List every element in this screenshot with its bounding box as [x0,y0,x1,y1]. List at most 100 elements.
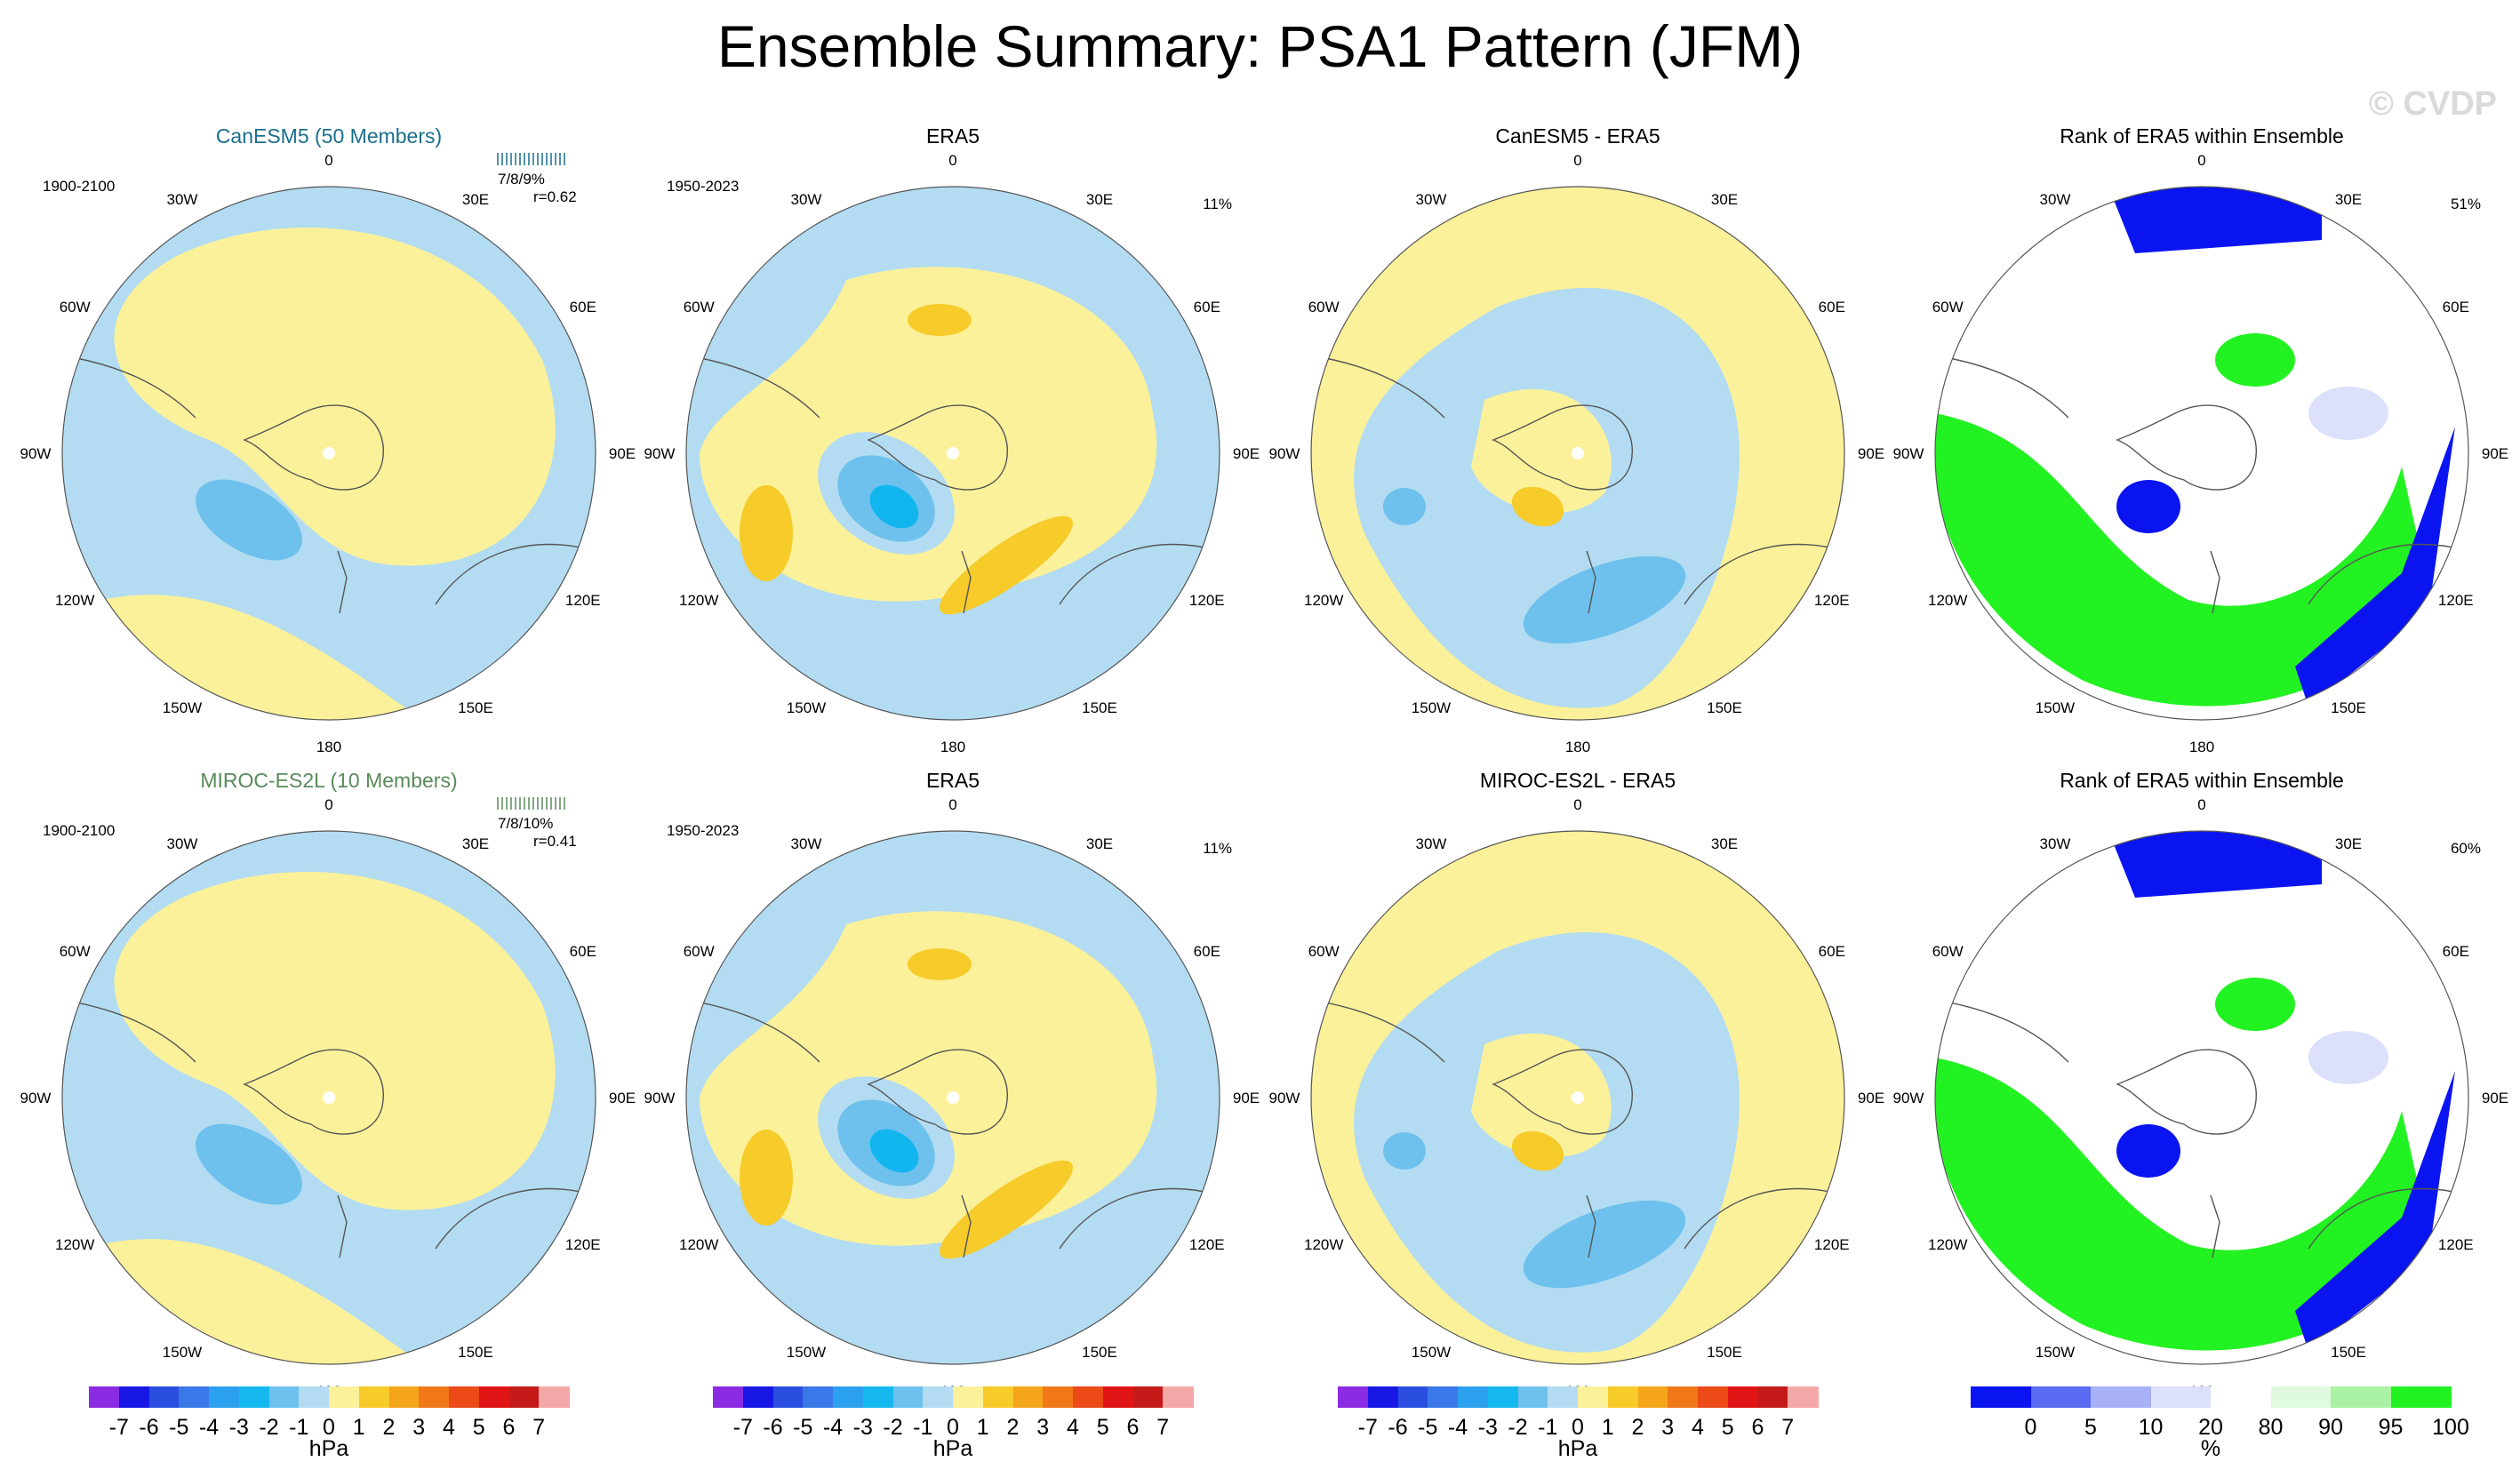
colorbar-tick-label: 0 [2024,1415,2037,1440]
colorbar-cell [1367,1386,1398,1408]
colorbar-tick-label: 7 [1156,1415,1170,1440]
south-america-coastline [686,999,820,1063]
colorbar-tick-label: 5 [1721,1415,1734,1440]
colorbar-cell [209,1386,240,1408]
longitude-label: 60E [570,299,596,316]
colorbar-cell [2030,1386,2092,1408]
longitude-label: 90W [1893,1090,1924,1107]
australia-coastline [1059,543,1220,605]
panel-title: Rank of ERA5 within Ensemble [2060,769,2344,792]
longitude-label: 150E [458,1344,493,1361]
longitude-label: 120W [679,592,718,609]
colorbar-cell [2211,1386,2271,1408]
south-america-coastline [62,355,196,419]
field-region [908,304,972,336]
period-label: 1900-2100 [43,178,116,195]
colorbar-tick-label: -2 [259,1415,279,1440]
field-region [2108,187,2322,253]
field-region [114,872,556,1210]
colorbar-cell [2150,1386,2212,1408]
longitude-label: 150W [787,699,826,716]
map-border [61,830,596,1365]
panel-title: ERA5 [925,124,980,148]
longitude-label: 60W [1308,943,1340,960]
colorbar-cell [1338,1386,1369,1408]
panel-diff-row2: 030E60E90E120E150E180150W120W90W60W30WMI… [1267,769,1889,1426]
colorbar-cell [1517,1386,1548,1408]
colorbar-cell [1073,1386,1104,1408]
colorbar-tick-label: 5 [1096,1415,1109,1440]
field-region [1511,1130,1564,1171]
colorbar-tick-label: -6 [139,1415,159,1440]
field-region [2308,387,2388,440]
field-layer [62,831,596,1364]
colorbar-tick-label: -5 [169,1415,189,1440]
panel-title: MIROC-ES2L - ERA5 [1479,769,1676,792]
longitude-label: 60E [1819,299,1845,316]
field-region [940,1160,1073,1259]
longitude-label: 90E [2482,445,2508,462]
australia-coastline [435,543,596,605]
colorbar-unit: % [2200,1436,2221,1461]
longitude-label: 120W [55,1236,94,1253]
colorbar-tick-label: 10 [2138,1415,2164,1440]
field-region [1471,1033,1612,1158]
longitude-label: 180 [2189,739,2214,755]
colorbar-cell [1132,1386,1164,1408]
colorbar-cell [1668,1386,1699,1408]
colorbar-tick-label: 3 [412,1415,426,1440]
field-region [1935,1058,2428,1351]
map-border [685,186,1220,721]
colorbar-tick-label: 2 [382,1415,396,1440]
longitude-label: 150W [2036,1344,2075,1361]
longitude-label: 30W [1416,835,1447,852]
colorbar-cell [892,1386,924,1408]
longitude-label: 120E [1814,1236,1850,1253]
colorbar-tick-label: 95 [2378,1415,2404,1440]
colorbar-cell [1163,1386,1194,1408]
pole-marker [947,1091,959,1104]
longitude-label: 30E [462,835,489,852]
map-border [61,186,596,721]
panel-rank-row1: 0 30E 60E 90E 120E 150E 180 150W 120W 90W 60W 30W Ra… [1891,124,2513,782]
period-label: 1900-2100 [43,822,116,839]
longitude-label: 30W [2040,191,2071,208]
colorbar-tick-label: 90 [2318,1415,2343,1440]
map-border [1934,830,2469,1365]
longitude-label: 180 [316,739,341,755]
new-zealand-coastline [2210,550,2220,614]
colorbar-tick-label: -4 [822,1415,844,1440]
colorbar-cell [238,1386,269,1408]
colorbar-tick-label: 80 [2258,1415,2284,1440]
longitude-label: 90E [1858,445,1884,462]
pole-marker [2196,1091,2208,1104]
field-region [2116,1124,2180,1178]
south-america-coastline [1311,999,1445,1063]
field-region [740,1130,793,1226]
longitude-label: 30W [791,835,822,852]
longitude-label: 0 [1573,152,1581,169]
map-border [1934,186,2469,721]
longitude-label: 120W [1928,592,1967,609]
field-region [196,1123,302,1205]
colorbar-unit: hPa [1557,1436,1598,1461]
longitude-label: 0 [324,796,332,813]
hpa-colorbar-model: -7 -6 -5 -4 -3 -2 -1 0 1 2 3 4 5 6 7 hPa [89,1386,570,1471]
rank-percent: 51% [2450,196,2481,212]
panel-title: MIROC-ES2L (10 Members) [200,769,458,792]
antarctica-coastline [1492,1049,1633,1135]
colorbar-tick-label: 1 [352,1415,365,1440]
antarctica-coastline [2116,404,2257,491]
colorbar-cell [1698,1386,1729,1408]
colorbar-tick-label: -5 [793,1415,813,1440]
longitude-label: 150W [163,1344,202,1361]
longitude-label: 120E [2438,1236,2474,1253]
colorbar-cell [1458,1386,1489,1408]
longitude-label: 120E [1814,592,1850,609]
panel-obs-row2: 030E60E90E120E150E180150W120W90W60W30WER… [642,769,1264,1426]
longitude-label: 0 [948,796,956,813]
pole-marker [1572,1091,1584,1104]
colorbar-cell [742,1386,773,1408]
colorbar-tick-label: -5 [1418,1415,1438,1440]
